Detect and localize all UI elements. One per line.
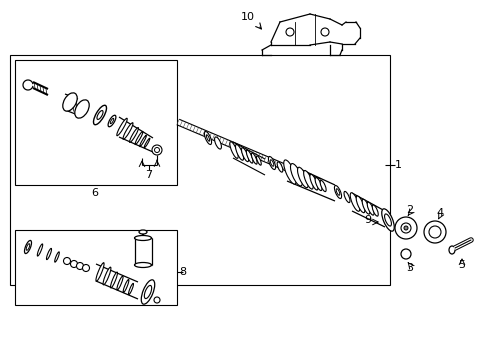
Ellipse shape	[55, 252, 59, 262]
Ellipse shape	[448, 246, 454, 254]
Ellipse shape	[362, 199, 369, 214]
Ellipse shape	[314, 177, 321, 190]
Circle shape	[400, 249, 410, 259]
Ellipse shape	[371, 205, 377, 216]
Ellipse shape	[355, 196, 364, 213]
Circle shape	[320, 28, 328, 36]
Circle shape	[76, 262, 83, 270]
Ellipse shape	[108, 115, 116, 127]
Circle shape	[394, 217, 416, 239]
Bar	[15, 230, 177, 305]
Ellipse shape	[235, 144, 243, 160]
Ellipse shape	[24, 240, 31, 253]
Text: 5: 5	[458, 260, 465, 270]
Ellipse shape	[129, 127, 138, 143]
Ellipse shape	[140, 135, 146, 147]
Ellipse shape	[141, 280, 154, 304]
Ellipse shape	[283, 160, 296, 184]
Ellipse shape	[123, 123, 133, 139]
Ellipse shape	[117, 118, 127, 136]
Ellipse shape	[75, 100, 89, 118]
Text: 9: 9	[364, 215, 371, 225]
Ellipse shape	[303, 171, 312, 189]
Ellipse shape	[277, 162, 282, 172]
Text: 3: 3	[406, 263, 413, 273]
Ellipse shape	[297, 167, 307, 188]
Text: 6: 6	[91, 188, 98, 198]
Ellipse shape	[134, 262, 151, 267]
Text: 10: 10	[241, 12, 254, 22]
Ellipse shape	[366, 202, 373, 215]
Ellipse shape	[135, 131, 142, 144]
Ellipse shape	[381, 209, 393, 231]
Circle shape	[63, 257, 70, 265]
Circle shape	[285, 28, 293, 36]
Ellipse shape	[336, 189, 339, 195]
Ellipse shape	[96, 263, 104, 281]
Ellipse shape	[334, 185, 341, 198]
Circle shape	[403, 226, 407, 230]
Ellipse shape	[46, 248, 51, 260]
Ellipse shape	[214, 137, 221, 149]
Ellipse shape	[144, 285, 151, 298]
Ellipse shape	[144, 138, 149, 148]
Circle shape	[82, 265, 89, 271]
Ellipse shape	[204, 131, 211, 144]
Ellipse shape	[117, 276, 123, 290]
Ellipse shape	[309, 174, 317, 190]
Ellipse shape	[251, 153, 257, 164]
Ellipse shape	[62, 93, 77, 111]
Ellipse shape	[93, 105, 106, 125]
Circle shape	[400, 223, 410, 233]
Ellipse shape	[206, 135, 209, 141]
Ellipse shape	[229, 141, 238, 158]
Ellipse shape	[37, 244, 42, 256]
Ellipse shape	[320, 180, 325, 192]
Ellipse shape	[246, 150, 252, 163]
Ellipse shape	[26, 244, 30, 250]
Circle shape	[428, 226, 440, 238]
Ellipse shape	[384, 214, 390, 226]
Ellipse shape	[110, 118, 114, 123]
Ellipse shape	[134, 235, 151, 240]
Ellipse shape	[241, 148, 248, 162]
Ellipse shape	[103, 267, 111, 285]
Ellipse shape	[128, 283, 133, 294]
Ellipse shape	[256, 156, 261, 165]
Bar	[15, 60, 177, 185]
Ellipse shape	[123, 279, 129, 293]
Circle shape	[423, 221, 445, 243]
Bar	[10, 55, 389, 285]
Circle shape	[152, 145, 162, 155]
Ellipse shape	[349, 193, 359, 211]
Circle shape	[70, 261, 77, 267]
Ellipse shape	[97, 111, 103, 120]
Text: 4: 4	[436, 208, 443, 218]
Ellipse shape	[290, 163, 302, 186]
Circle shape	[154, 148, 159, 153]
Text: 1: 1	[394, 160, 401, 170]
Circle shape	[154, 297, 160, 303]
Ellipse shape	[270, 160, 273, 166]
Text: 2: 2	[406, 205, 413, 215]
Text: 8: 8	[179, 267, 186, 277]
Ellipse shape	[344, 192, 349, 203]
Ellipse shape	[110, 272, 117, 288]
Ellipse shape	[268, 157, 275, 170]
Ellipse shape	[139, 230, 147, 234]
Text: 7: 7	[145, 170, 152, 180]
